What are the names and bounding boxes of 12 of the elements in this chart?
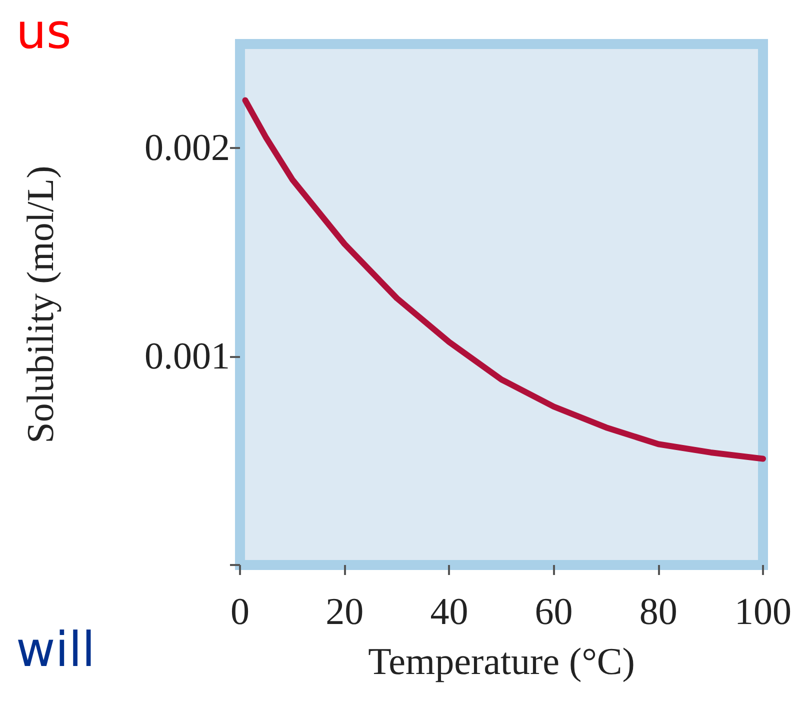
- x-tick-label: 40: [430, 591, 468, 633]
- x-tick-label: 80: [639, 591, 678, 633]
- x-tick-label: 100: [734, 591, 792, 633]
- x-tick-label: 60: [534, 591, 573, 633]
- y-tick-label: 0.001: [144, 336, 230, 378]
- x-tick-label: 0: [230, 591, 250, 633]
- x-axis-title: Temperature (°C): [368, 641, 635, 683]
- y-tick-label: 0.002: [144, 127, 230, 170]
- y-axis-title: Solubility (mol/L): [20, 166, 62, 444]
- x-tick-label: 20: [326, 591, 364, 633]
- text: will: [16, 622, 96, 678]
- text: us: [16, 4, 72, 60]
